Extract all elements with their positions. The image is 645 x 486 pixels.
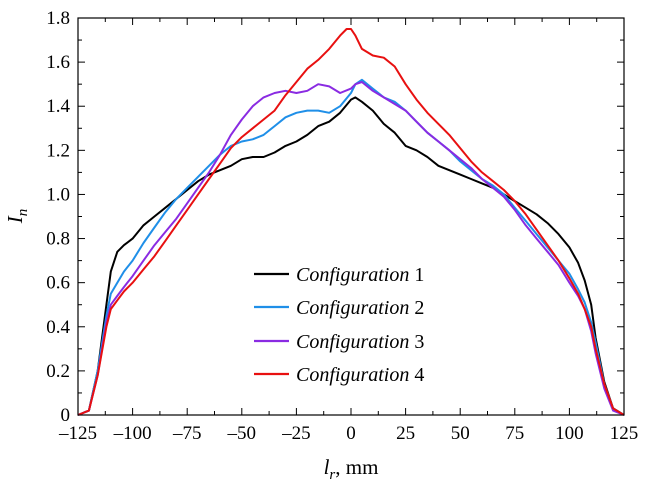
x-axis-label-unit: , mm bbox=[335, 455, 378, 479]
y-tick-label: 1.4 bbox=[46, 96, 70, 117]
x-tick-label: –125 bbox=[58, 423, 97, 444]
legend-item-1: Configuration 1 bbox=[254, 264, 424, 286]
x-tick-label: 50 bbox=[451, 423, 470, 444]
legend-label-3: Configuration 3 bbox=[296, 331, 424, 353]
y-tick-label: 1.8 bbox=[46, 8, 70, 29]
x-axis-label-sub: r bbox=[329, 467, 335, 483]
y-tick-label: 0 bbox=[61, 405, 71, 426]
x-axis-label: lr, mm bbox=[324, 455, 379, 483]
series-line-2 bbox=[77, 78, 625, 416]
x-tick-label: 0 bbox=[346, 423, 356, 444]
plot-area bbox=[77, 17, 625, 416]
x-tick-label: –75 bbox=[172, 423, 202, 444]
x-tick-label: 25 bbox=[396, 423, 415, 444]
legend-label-1: Configuration 1 bbox=[296, 264, 424, 286]
legend-item-4: Configuration 4 bbox=[254, 364, 424, 386]
y-tick-label: 1.2 bbox=[46, 140, 70, 161]
legend-item-3: Configuration 3 bbox=[254, 331, 424, 353]
series-layer bbox=[77, 28, 625, 416]
y-tick-label: 0.8 bbox=[46, 229, 70, 250]
y-tick-label: 0.4 bbox=[46, 317, 70, 338]
x-tick-label: –25 bbox=[281, 423, 311, 444]
series-line-4 bbox=[77, 28, 625, 416]
y-tick-label: 0.6 bbox=[46, 273, 70, 294]
tick-layer: –125 –100 –75 –50 –25 0 25 50 75 100 125 0 0.2 0.4 0.6… bbox=[46, 8, 638, 444]
y-tick-label: 1.0 bbox=[46, 184, 70, 205]
svg-text:In: In bbox=[3, 209, 31, 225]
x-tick-label: 100 bbox=[555, 423, 584, 444]
x-tick-label: 75 bbox=[505, 423, 524, 444]
series-line-1 bbox=[77, 96, 625, 416]
x-tick-label: 125 bbox=[610, 423, 639, 444]
x-tick-label: –100 bbox=[113, 423, 152, 444]
x-tick-label: –50 bbox=[227, 423, 257, 444]
legend-label-4: Configuration 4 bbox=[296, 364, 424, 386]
y-tick-label: 1.6 bbox=[46, 52, 70, 73]
y-tick-label: 0.2 bbox=[46, 361, 70, 382]
y-axis-label-sub: n bbox=[15, 209, 31, 217]
series-line-3 bbox=[77, 81, 625, 416]
legend-label-2: Configuration 2 bbox=[296, 297, 424, 319]
x-axis-label-var: l bbox=[324, 455, 330, 479]
legend: Configuration 1 Configuration 2 Configur… bbox=[254, 264, 424, 386]
legend-item-2: Configuration 2 bbox=[254, 297, 424, 319]
y-axis-label: In bbox=[3, 209, 31, 225]
y-axis-label-var: I bbox=[3, 215, 27, 224]
